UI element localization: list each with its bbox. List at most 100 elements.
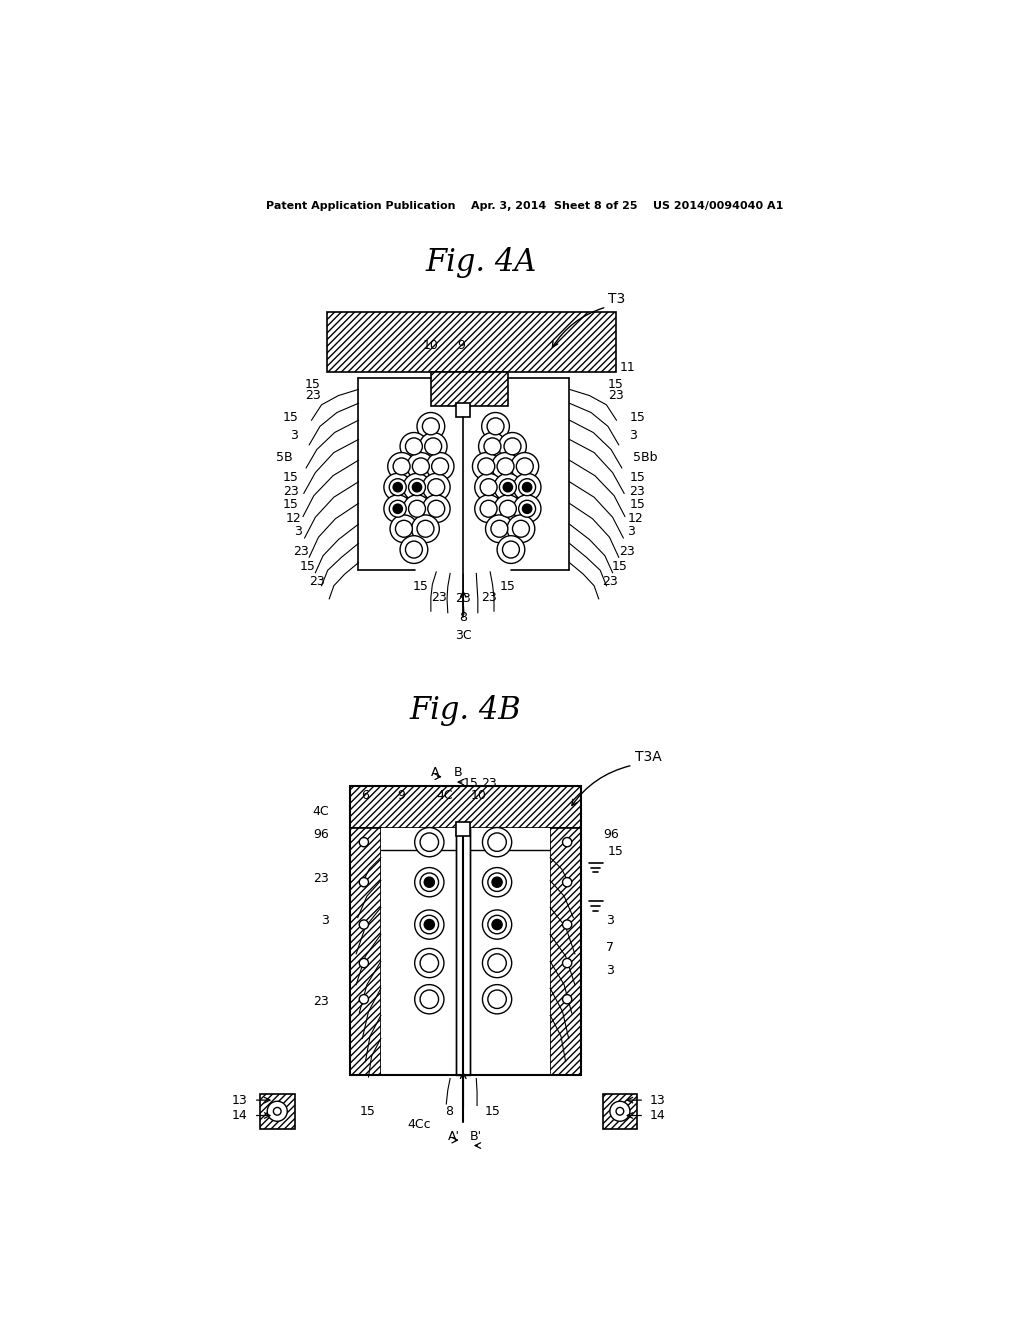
Circle shape: [393, 504, 402, 513]
Bar: [457, 829, 470, 1074]
Circle shape: [494, 495, 521, 523]
Text: 15: 15: [630, 411, 645, 424]
Text: 3: 3: [322, 915, 330, 927]
Circle shape: [406, 541, 422, 558]
Circle shape: [426, 453, 454, 480]
Circle shape: [409, 479, 425, 496]
Text: B': B': [469, 1130, 481, 1143]
Bar: [350, 785, 581, 829]
Circle shape: [425, 438, 441, 455]
Circle shape: [478, 458, 495, 475]
Circle shape: [407, 453, 435, 480]
Circle shape: [420, 954, 438, 973]
Circle shape: [428, 500, 444, 517]
Circle shape: [403, 495, 431, 523]
Text: 23: 23: [456, 593, 471, 606]
Text: 3: 3: [606, 915, 614, 927]
Text: 5B: 5B: [275, 450, 292, 463]
Circle shape: [492, 920, 502, 929]
Text: 15: 15: [608, 378, 624, 391]
Text: 23: 23: [309, 576, 325, 589]
Circle shape: [482, 828, 512, 857]
Circle shape: [616, 1107, 624, 1115]
Text: 23: 23: [602, 576, 617, 589]
Circle shape: [475, 495, 503, 523]
Text: 15: 15: [283, 471, 298, 483]
Text: Fig. 4A: Fig. 4A: [425, 247, 537, 277]
Bar: [350, 785, 581, 829]
Circle shape: [492, 876, 502, 887]
Circle shape: [359, 958, 369, 968]
Circle shape: [388, 453, 416, 480]
Circle shape: [480, 500, 497, 517]
Circle shape: [487, 954, 506, 973]
Circle shape: [400, 433, 428, 461]
Circle shape: [359, 920, 369, 929]
Text: 15: 15: [299, 560, 315, 573]
Circle shape: [504, 438, 521, 455]
Text: 3: 3: [628, 524, 635, 537]
Bar: [550, 829, 581, 1074]
Circle shape: [420, 833, 438, 851]
Circle shape: [415, 867, 444, 896]
Text: 5Bb: 5Bb: [633, 450, 657, 463]
Circle shape: [485, 515, 513, 543]
Circle shape: [413, 483, 422, 492]
Text: 15: 15: [305, 378, 321, 391]
Text: 12: 12: [628, 512, 643, 525]
Text: 8: 8: [445, 1105, 454, 1118]
Circle shape: [480, 479, 497, 496]
Circle shape: [610, 1101, 630, 1121]
Text: 9: 9: [458, 339, 466, 352]
Text: 3C: 3C: [455, 630, 471, 643]
Circle shape: [420, 915, 438, 933]
Circle shape: [500, 479, 516, 496]
Circle shape: [409, 500, 425, 517]
Circle shape: [487, 990, 506, 1008]
Text: 23: 23: [480, 591, 497, 603]
Bar: [350, 829, 381, 1074]
Text: Fig. 4B: Fig. 4B: [410, 696, 521, 726]
Circle shape: [384, 474, 412, 502]
Circle shape: [420, 990, 438, 1008]
Text: 96: 96: [313, 828, 330, 841]
Circle shape: [562, 837, 571, 847]
Circle shape: [389, 479, 407, 496]
Text: 23: 23: [630, 484, 645, 498]
Circle shape: [522, 504, 531, 513]
Circle shape: [422, 418, 439, 434]
Circle shape: [420, 873, 438, 891]
Circle shape: [406, 438, 422, 455]
Bar: [602, 1094, 637, 1129]
Circle shape: [478, 433, 506, 461]
Circle shape: [507, 515, 535, 543]
Circle shape: [511, 453, 539, 480]
Circle shape: [497, 458, 514, 475]
Circle shape: [499, 433, 526, 461]
Text: 4C: 4C: [436, 789, 453, 803]
Circle shape: [419, 433, 447, 461]
Circle shape: [395, 520, 413, 537]
Text: 6: 6: [361, 789, 370, 803]
Circle shape: [512, 520, 529, 537]
Text: 23: 23: [313, 995, 330, 1008]
Circle shape: [384, 495, 412, 523]
Text: 3: 3: [294, 524, 301, 537]
Circle shape: [500, 500, 516, 517]
Text: 15: 15: [630, 471, 645, 483]
Bar: [260, 1094, 295, 1129]
Circle shape: [513, 495, 541, 523]
Circle shape: [432, 458, 449, 475]
Text: 3: 3: [291, 429, 298, 442]
Text: 23: 23: [480, 777, 497, 791]
Circle shape: [428, 479, 444, 496]
Bar: [350, 829, 381, 1074]
Circle shape: [273, 1107, 282, 1115]
Text: 4C: 4C: [312, 805, 330, 818]
Text: 10: 10: [423, 339, 439, 352]
Text: 14: 14: [231, 1109, 248, 1122]
Circle shape: [415, 985, 444, 1014]
Text: 3: 3: [630, 429, 637, 442]
Text: 15: 15: [630, 499, 645, 511]
Text: 23: 23: [294, 545, 309, 557]
